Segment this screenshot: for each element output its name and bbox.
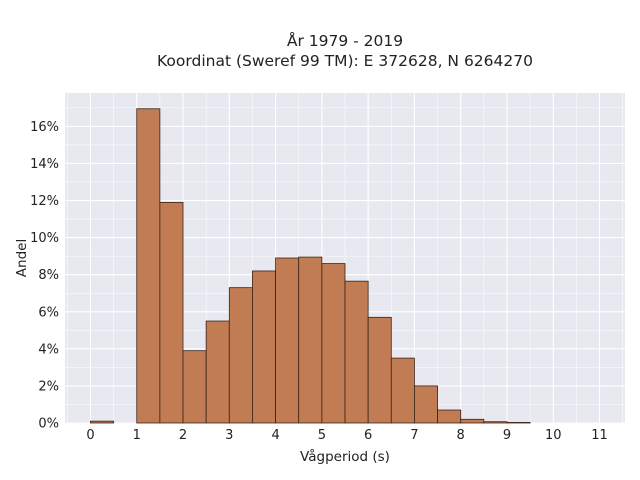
histogram-bar (182, 350, 207, 424)
x-axis-label: Vågperiod (s) (300, 448, 390, 465)
y-axis-label: Andel (14, 239, 30, 277)
histogram-bar (228, 287, 253, 424)
histogram-bar (437, 409, 462, 424)
histogram-bar (344, 280, 369, 424)
y-tick-label: 16% (30, 120, 59, 135)
histogram-bar (275, 257, 300, 424)
y-tick-label: 12% (30, 194, 59, 209)
x-tick-label: 6 (364, 428, 372, 443)
x-axis-ticks: 0 1 2 3 4 5 6 7 8 9 10 11 (86, 428, 608, 443)
x-tick-label: 10 (545, 428, 562, 443)
histogram-bar (506, 422, 531, 424)
histogram-bar (321, 263, 346, 424)
x-tick-label: 11 (591, 428, 608, 443)
y-tick-label: 6% (38, 305, 59, 320)
x-tick-label: 1 (133, 428, 141, 443)
x-tick-label: 5 (318, 428, 326, 443)
x-tick-label: 0 (86, 428, 94, 443)
x-tick-label: 9 (503, 428, 511, 443)
bars (90, 108, 531, 424)
x-tick-label: 8 (457, 428, 465, 443)
x-tick-label: 2 (179, 428, 187, 443)
x-tick-label: 4 (271, 428, 279, 443)
histogram-bar (483, 421, 508, 424)
y-tick-label: 14% (30, 157, 59, 172)
histogram-bar (414, 385, 438, 424)
chart-title-line1: År 1979 - 2019 (287, 31, 403, 50)
histogram-bar (90, 420, 114, 424)
histogram-bar (298, 256, 323, 424)
histogram-bar (205, 320, 230, 424)
histogram-bar (252, 270, 276, 424)
histogram-bar (136, 108, 161, 424)
y-tick-label: 4% (38, 342, 59, 357)
y-axis-ticks: 0% 2% 4% 6% 8% 10% 12% 14% 16% (30, 120, 59, 432)
x-tick-label: 3 (225, 428, 233, 443)
x-tick-label: 7 (410, 428, 418, 443)
histogram-bar (460, 418, 485, 424)
histogram-bar (390, 357, 415, 424)
histogram-bar (159, 201, 184, 424)
chart-title-line2: Koordinat (Sweref 99 TM): E 372628, N 62… (157, 52, 533, 70)
y-tick-label: 2% (38, 379, 59, 394)
histogram-bar (367, 316, 392, 424)
y-tick-label: 8% (38, 268, 59, 283)
y-tick-label: 10% (30, 231, 59, 246)
y-tick-label: 0% (38, 417, 59, 432)
